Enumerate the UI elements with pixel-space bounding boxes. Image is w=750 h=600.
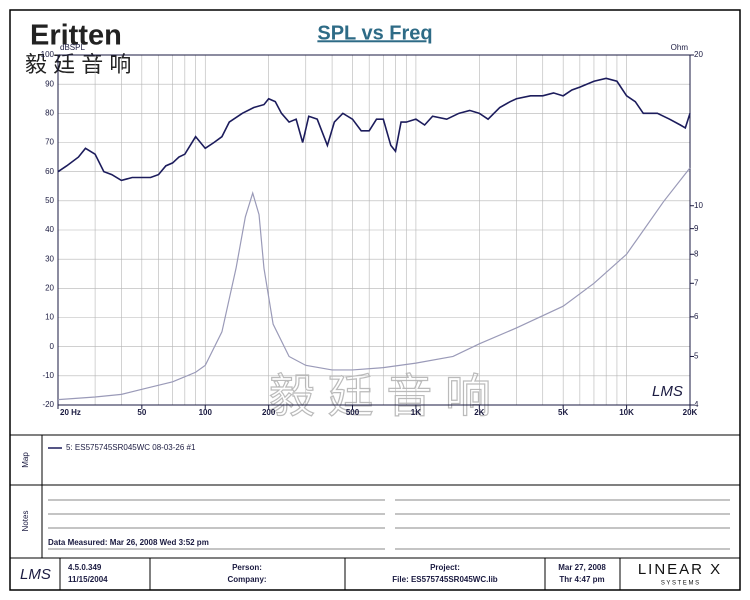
y-tick-label: 10 [45,313,54,322]
project: Project: [430,563,460,572]
y-tick-label: 50 [45,196,54,205]
y-tick-label: 30 [45,254,54,263]
y-tick-label: 60 [45,167,54,176]
map-label: Map [21,452,30,468]
x-tick-label: 10K [619,408,634,417]
y2-tick-label: 10 [694,201,703,210]
brand: LINEAR X [638,561,722,578]
y-tick-label: -20 [42,400,54,409]
logo-cn: 毅 廷 音 响 [25,52,131,77]
company: Company: [227,575,266,584]
build-date: 11/15/2004 [68,575,108,584]
version: 4.5.0.349 [68,563,102,572]
map-entry: 5: ES575745SR045WC 08-03-26 #1 [66,443,196,452]
y-tick-label: 80 [45,108,54,117]
y-axis-title: dBSPL [60,43,85,52]
date: Mar 27, 2008 [558,563,606,572]
x-tick-label: 200 [262,408,276,417]
time: Thr 4:47 pm [559,575,604,584]
person: Person: [232,563,262,572]
y2-axis-title: Ohm [671,43,689,52]
y-tick-label: 90 [45,79,54,88]
x-tick-label: 5K [558,408,568,417]
plot-frame [57,54,691,406]
footer-dividers [59,558,621,590]
x-tick-label: 1K [411,408,421,417]
y2-tick-label: 7 [694,278,699,287]
y2-tick-label: 5 [694,352,699,361]
watermark: 毅 廷 音 响 [269,370,491,422]
x-tick-label: 20 Hz [60,408,81,417]
file: File: ES575745SR045WC.lib [392,575,497,584]
series-line [57,167,691,401]
series-line [57,77,691,182]
x-tick-label: 20K [683,408,698,417]
y-tick-label: 100 [41,50,55,59]
note-lines [48,499,730,550]
y2-tick-label: 6 [694,312,699,321]
footer-logo: LMS [20,566,51,583]
chart-title: SPL vs Freq [317,22,432,44]
notes-label: Notes [21,511,30,532]
y2-tick-label: 8 [694,249,699,258]
y2-tick-label: 4 [694,400,699,409]
x-tick-label: 100 [199,408,213,417]
x-tick-label: 500 [346,408,360,417]
y2-tick-label: 9 [694,224,699,233]
y-tick-label: -10 [42,371,54,380]
frame [9,9,741,591]
y-tick-label: 40 [45,225,54,234]
notes-text: Data Measured: Mar 26, 2008 Wed 3:52 pm [48,538,209,547]
y-tick-label: 20 [45,283,54,292]
logo: Eritten [30,20,122,52]
x-tick-label: 50 [137,408,146,417]
brand-sub: S Y S T E M S [661,581,699,587]
x-tick-label: 2K [474,408,484,417]
y-tick-label: 70 [45,138,54,147]
lms-mark: LMS [652,383,683,400]
y2-tick-label: 20 [694,50,703,59]
y-tick-label: 0 [50,342,55,351]
